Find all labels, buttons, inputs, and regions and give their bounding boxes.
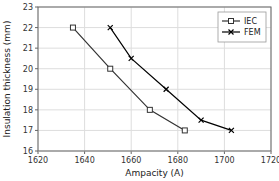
tick-label-x: 1720 — [261, 156, 279, 165]
grid-line-y — [38, 68, 271, 69]
plot-area — [70, 25, 233, 133]
plot-frame — [38, 7, 271, 151]
grid-line-x — [177, 7, 178, 151]
legend-label: IEC — [244, 17, 257, 26]
tick-label-y: 17 — [23, 126, 33, 135]
y-axis-label: Insulation thickness (mm) — [2, 21, 12, 138]
grid-line-x — [131, 7, 132, 151]
tick-label-y: 21 — [23, 44, 33, 53]
tick-label-x: 1660 — [121, 156, 141, 165]
tick-label-y: 20 — [23, 65, 33, 74]
tick-label-y: 19 — [23, 85, 33, 94]
series-line — [110, 28, 231, 131]
tick-label-x: 1640 — [74, 156, 94, 165]
tick-label-y: 22 — [23, 24, 33, 33]
point-marker — [229, 128, 234, 133]
grid-line-y — [38, 130, 271, 131]
tick-label-x: 1700 — [214, 156, 234, 165]
tick-label-x: 1680 — [168, 156, 188, 165]
tick-label-y: 23 — [23, 3, 33, 12]
point-marker — [129, 56, 134, 61]
point-marker — [108, 25, 113, 30]
grid-line-y — [38, 48, 271, 49]
legend-label: FEM — [244, 28, 261, 37]
legend-marker — [229, 30, 234, 35]
chart: 1620 1640 1660 1680 1700 1720 16 17 18 19 20 21 22 23… — [0, 0, 279, 181]
legend-marker — [229, 19, 234, 24]
legend-box — [218, 12, 266, 42]
tick-label-y: 18 — [23, 106, 33, 115]
grid-line-y — [38, 109, 271, 110]
point-marker — [199, 118, 204, 123]
tick-label-y: 16 — [23, 147, 33, 156]
grid-line-x — [84, 7, 85, 151]
point-marker — [108, 66, 113, 71]
grid-line-y — [38, 89, 271, 90]
legend: IEC FEM — [218, 12, 266, 42]
series-line — [73, 28, 185, 131]
point-marker — [147, 107, 152, 112]
point-marker — [182, 128, 187, 133]
x-axis-label: Ampacity (A) — [125, 168, 184, 178]
tick-label-x: 1620 — [28, 156, 48, 165]
point-marker — [70, 25, 75, 30]
point-marker — [164, 87, 169, 92]
